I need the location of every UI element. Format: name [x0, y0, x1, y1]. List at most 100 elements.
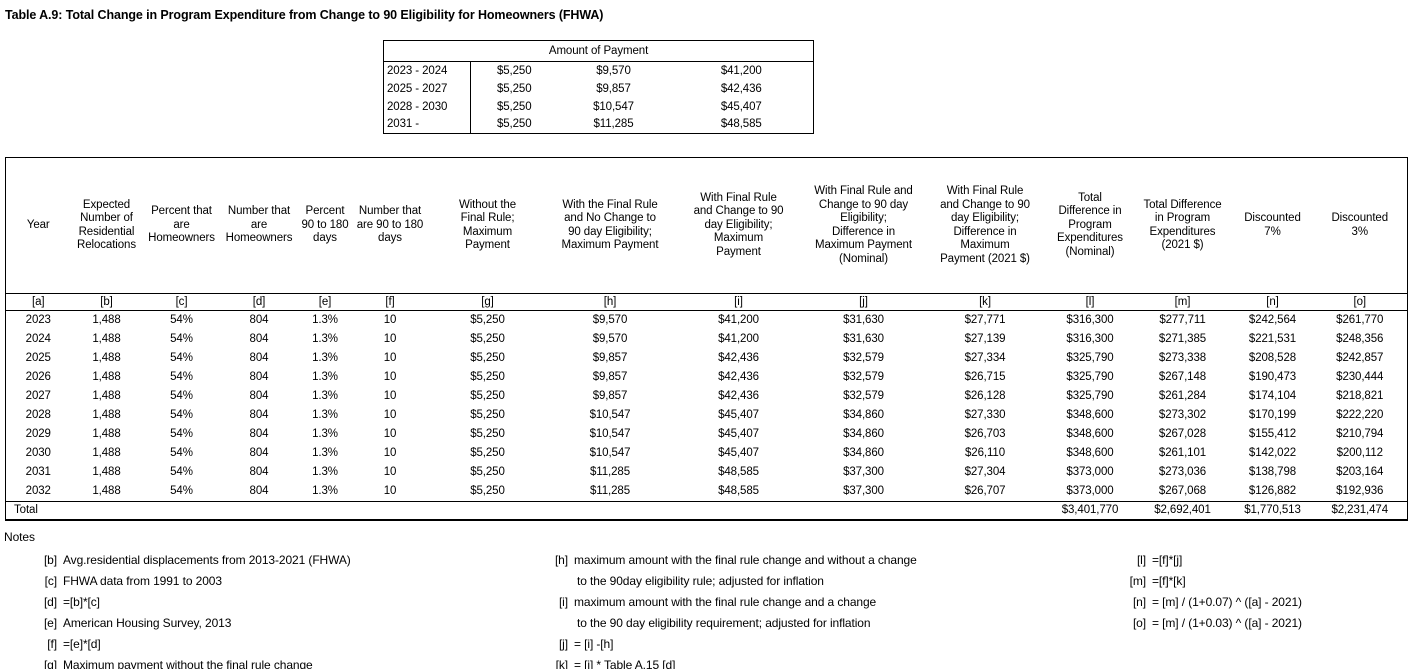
- note-text: to the 90 day eligibility requirement; a…: [577, 616, 871, 630]
- table-cell: $316,300: [1066, 314, 1114, 326]
- table-cell: $31,630: [843, 314, 884, 326]
- column-header: Percent 90 to 180 days: [297, 157, 353, 294]
- table-row: 2023 1,488 54% 804 1.3% 10 $5,250 $9,570…: [6, 311, 1408, 331]
- total-empty-cells: [70, 501, 1048, 520]
- column-header: With Final Rule and Change to 90 day Eli…: [672, 157, 805, 294]
- table-cell: $32,579: [843, 352, 884, 364]
- table-cell: 1.3%: [312, 466, 338, 478]
- column-letter: [f]: [352, 293, 428, 311]
- table-cell: 54%: [170, 447, 193, 459]
- year-cell: 2032: [25, 485, 51, 497]
- table-cell: $5,250: [470, 314, 505, 326]
- table-cell: 10: [383, 352, 397, 364]
- note-row: [i] maximum amount with the final rule c…: [536, 592, 917, 613]
- table-cell: $11,285: [589, 485, 631, 497]
- note-label: [d]: [43, 595, 57, 609]
- table-cell: $9,570: [592, 333, 628, 345]
- column-header: Discounted 7%: [1232, 157, 1313, 294]
- year-cell: 2023: [25, 314, 51, 326]
- table-cell: $34,860: [843, 409, 884, 421]
- table-cell: $10,547: [589, 428, 631, 440]
- note-label: [n]: [1132, 595, 1146, 609]
- note-row: [l] =[f]*[j]: [1112, 550, 1302, 571]
- notes-heading: Notes: [4, 530, 35, 544]
- table-cell: 1,488: [92, 466, 121, 478]
- table-cell: 1,488: [92, 352, 121, 364]
- payment-value-cell: $5,250: [496, 118, 532, 131]
- table-cell: $10,547: [589, 447, 631, 459]
- column-header: With Final Rule and Change to 90 day Eli…: [804, 157, 923, 294]
- table-cell: $261,284: [1158, 390, 1207, 402]
- note-text: =[b]*[c]: [63, 595, 100, 609]
- table-cell: $27,334: [964, 352, 1006, 364]
- table-cell: 804: [249, 371, 269, 383]
- table-cell: 1.3%: [312, 485, 338, 497]
- note-row: [o] = [m] / (1+0.03) ^ ([a] - 2021): [1112, 613, 1302, 634]
- table-cell: $26,110: [964, 447, 1006, 459]
- table-cell: 1.3%: [312, 314, 338, 326]
- note-label: [e]: [43, 616, 57, 630]
- note-text: American Housing Survey, 2013: [63, 616, 232, 630]
- payment-row: 2023 - 2024 $5,250 $9,570 $41,200: [383, 61, 814, 80]
- table-cell: $316,300: [1066, 333, 1114, 345]
- table-cell: $142,022: [1248, 447, 1297, 459]
- table-cell: 10: [383, 390, 397, 402]
- table-row: 2029 1,488 54% 804 1.3% 10 $5,250 $10,54…: [6, 425, 1408, 444]
- column-header-row: Year Expected Number of Residential Relo…: [5, 157, 1408, 294]
- table-cell: 54%: [170, 428, 193, 440]
- amount-of-payment-table: Amount of Payment 2023 - 2024 $5,250 $9,…: [383, 40, 815, 134]
- table-cell: $373,000: [1066, 485, 1114, 497]
- table-cell: 1,488: [92, 333, 121, 345]
- table-cell: 804: [249, 390, 269, 402]
- table-cell: $271,385: [1158, 333, 1207, 345]
- table-cell: 1.3%: [312, 333, 338, 345]
- table-cell: $9,857: [592, 352, 628, 364]
- table-cell: $31,630: [843, 333, 884, 345]
- table-cell: 10: [383, 314, 397, 326]
- table-cell: 54%: [170, 352, 193, 364]
- table-cell: 1.3%: [312, 447, 338, 459]
- total-cell-2021: $2,692,401: [1132, 501, 1233, 520]
- table-cell: $325,790: [1066, 352, 1114, 364]
- column-header: Total Difference in Program Expenditures…: [1132, 157, 1233, 294]
- note-row: [k] = [j] * Table A.15 [d]: [536, 655, 917, 669]
- payment-value-cell: $9,857: [596, 82, 631, 95]
- table-cell: 10: [383, 466, 397, 478]
- year-cell: 2028: [25, 409, 51, 421]
- note-label: [g]: [43, 658, 57, 669]
- table-cell: $348,600: [1066, 428, 1114, 440]
- table-cell: 804: [249, 428, 269, 440]
- table-cell: $5,250: [470, 409, 505, 421]
- table-cell: $11,285: [589, 466, 631, 478]
- table-cell: $48,585: [718, 466, 759, 478]
- table-row: 2027 1,488 54% 804 1.3% 10 $5,250 $9,857…: [6, 387, 1408, 406]
- note-row: [e] American Housing Survey, 2013: [25, 613, 351, 634]
- table-cell: $348,600: [1066, 409, 1114, 421]
- column-header: Number that are 90 to 180 days: [352, 157, 428, 294]
- total-row: Total $3,401,770 $2,692,401 $1,770,513 $…: [5, 501, 1408, 520]
- table-title: Table A.9: Total Change in Program Expen…: [5, 8, 604, 22]
- total-cell-nominal: $3,401,770: [1047, 501, 1133, 520]
- note-label: [j]: [558, 637, 568, 651]
- table-cell: $45,407: [718, 409, 759, 421]
- note-label: [h]: [554, 553, 568, 567]
- column-header: Discounted 3%: [1312, 157, 1408, 294]
- column-header: Percent that are Homeowners: [142, 157, 221, 294]
- table-cell: $32,579: [843, 390, 884, 402]
- table-cell: $9,570: [592, 314, 628, 326]
- year-cell: 2027: [25, 390, 51, 402]
- table-cell: 10: [383, 428, 397, 440]
- note-row: [h] maximum amount with the final rule c…: [536, 550, 917, 571]
- table-cell: $26,703: [964, 428, 1006, 440]
- table-cell: $174,104: [1248, 390, 1297, 402]
- payment-row: 2025 - 2027 $5,250 $9,857 $42,436: [383, 79, 814, 98]
- table-cell: $34,860: [843, 428, 884, 440]
- note-text: Avg.residential displacements from 2013-…: [63, 553, 351, 567]
- total-cell-disc3: $2,231,474: [1312, 501, 1408, 520]
- table-cell: $267,068: [1158, 485, 1207, 497]
- payment-period-cell: 2031 -: [383, 115, 471, 134]
- payment-value-cell: $10,547: [593, 100, 634, 113]
- payment-period-cell: 2025 - 2027: [383, 79, 471, 98]
- table-cell: 804: [249, 409, 269, 421]
- note-label: [c]: [44, 574, 57, 588]
